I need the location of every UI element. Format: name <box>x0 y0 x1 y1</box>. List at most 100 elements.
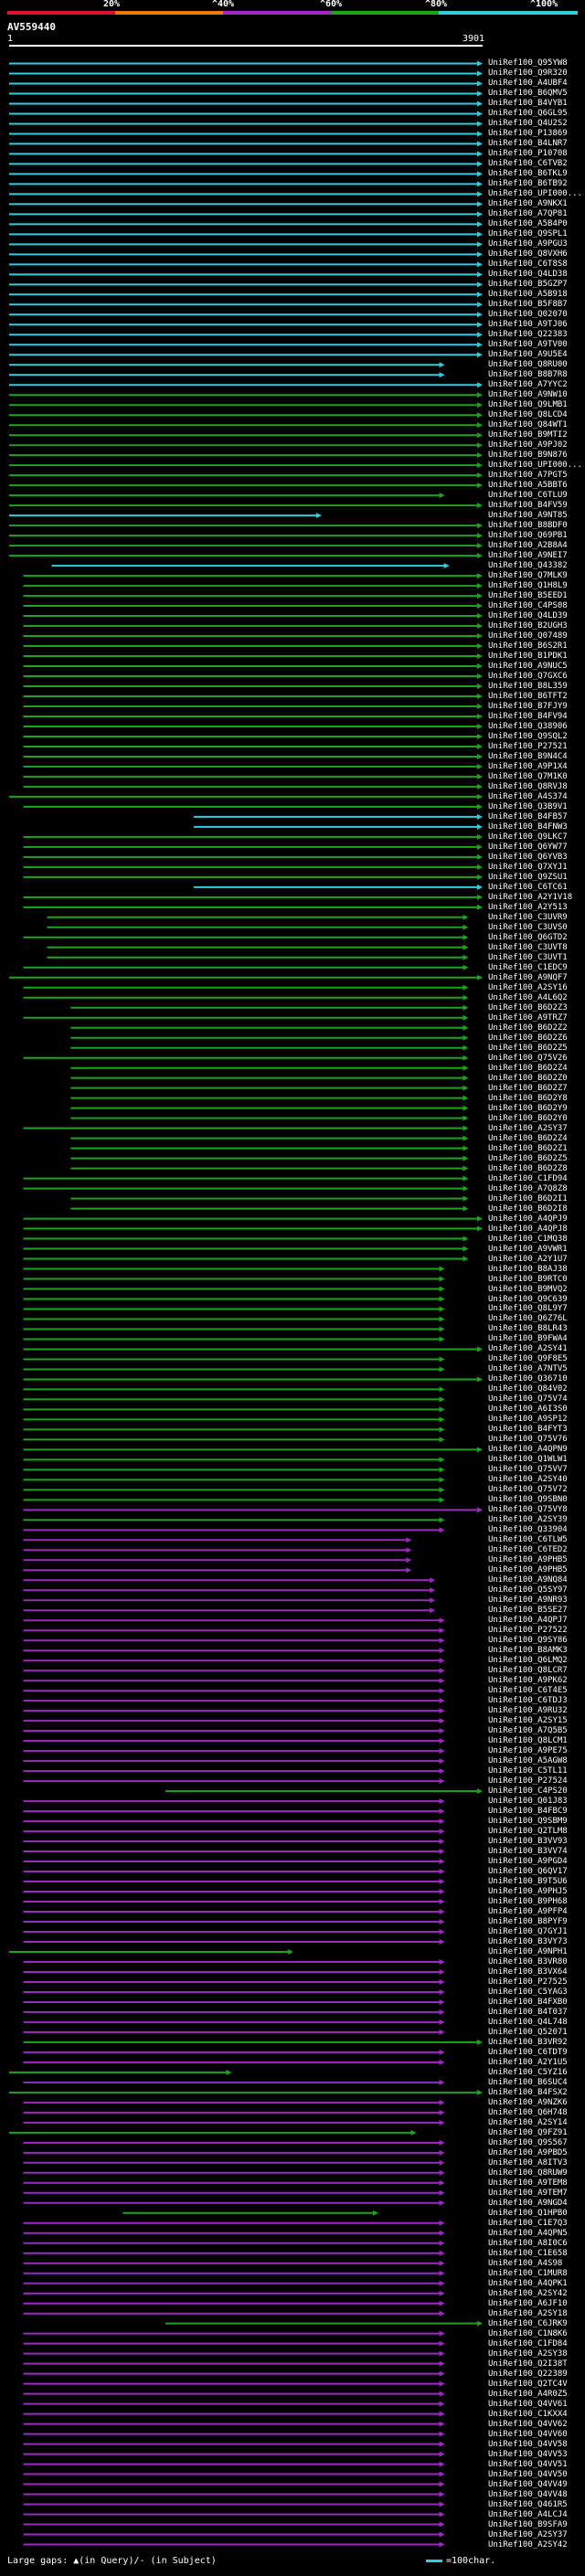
hit-label[interactable]: UniRef100_A2B8A4 <box>488 541 568 551</box>
hit-label[interactable]: UniRef100_Q8RUW9 <box>488 2168 568 2178</box>
hit-label[interactable]: UniRef100_Q69PB1 <box>488 531 568 541</box>
hit-label[interactable]: UniRef100_A9SP12 <box>488 1415 568 1425</box>
hit-label[interactable]: UniRef100_B6D2Z1 <box>488 1143 568 1153</box>
hit-label[interactable]: UniRef100_B6TB92 <box>488 179 568 189</box>
hit-label[interactable]: UniRef100_B5F8B7 <box>488 300 568 310</box>
hit-label[interactable]: UniRef100_A9NGD4 <box>488 2198 568 2208</box>
hit-label[interactable]: UniRef100_A9PHB5 <box>488 1555 568 1565</box>
hit-label[interactable]: UniRef100_B9PH68 <box>488 1897 568 1907</box>
hit-label[interactable]: UniRef100_A2Y513 <box>488 902 568 912</box>
hit-label[interactable]: UniRef100_B4FB57 <box>488 811 568 822</box>
hit-label[interactable]: UniRef100_B4FYT3 <box>488 1425 568 1435</box>
hit-label[interactable]: UniRef100_B3VR92 <box>488 2037 568 2047</box>
hit-label[interactable]: UniRef100_B4FSX2 <box>488 2087 568 2097</box>
hit-label[interactable]: UniRef100_Q1WLW1 <box>488 1455 568 1465</box>
hit-label[interactable]: UniRef100_B9SFA9 <box>488 2519 568 2529</box>
hit-label[interactable]: UniRef100_B6D2Z6 <box>488 1033 568 1043</box>
hit-label[interactable]: UniRef100_B6D2Z0 <box>488 1073 568 1083</box>
hit-label[interactable]: UniRef100_A6JF10 <box>488 2298 568 2308</box>
hit-label[interactable]: UniRef100_Q01J83 <box>488 1797 568 1807</box>
hit-label[interactable]: UniRef100_C1N8K6 <box>488 2328 568 2338</box>
hit-label[interactable]: UniRef100_C3UVR9 <box>488 912 568 922</box>
hit-label[interactable]: UniRef100_B6D2Z8 <box>488 1163 568 1173</box>
hit-label[interactable]: UniRef100_Q9S567 <box>488 2137 568 2147</box>
hit-label[interactable]: UniRef100_Q8LCM1 <box>488 1736 568 1746</box>
hit-label[interactable]: UniRef100_A2SY37 <box>488 1123 568 1133</box>
hit-label[interactable]: UniRef100_B6QMV5 <box>488 89 568 99</box>
hit-label[interactable]: UniRef100_Q02070 <box>488 310 568 320</box>
hit-label[interactable]: UniRef100_B1PDK1 <box>488 652 568 662</box>
hit-label[interactable]: UniRef100_Q6Z76L <box>488 1314 568 1324</box>
hit-label[interactable]: UniRef100_Q4L748 <box>488 2017 568 2027</box>
hit-label[interactable]: UniRef100_Q75VV7 <box>488 1465 568 1475</box>
hit-label[interactable]: UniRef100_B6TFT2 <box>488 691 568 701</box>
hit-label[interactable]: UniRef100_C1FD84 <box>488 2338 568 2348</box>
hit-label[interactable]: UniRef100_A9PHB5 <box>488 1565 568 1575</box>
hit-label[interactable]: UniRef100_A6I3S0 <box>488 1405 568 1415</box>
hit-label[interactable]: UniRef100_P27521 <box>488 741 568 751</box>
hit-label[interactable]: UniRef100_Q4VV53 <box>488 2449 568 2459</box>
hit-label[interactable]: UniRef100_C6TLW5 <box>488 1535 568 1545</box>
hit-label[interactable]: UniRef100_Q38906 <box>488 721 568 731</box>
hit-label[interactable]: UniRef100_A5B918 <box>488 290 568 300</box>
hit-label[interactable]: UniRef100_B4LNR7 <box>488 139 568 149</box>
hit-label[interactable]: UniRef100_Q6GL95 <box>488 109 568 119</box>
hit-label[interactable]: UniRef100_A9TEM8 <box>488 2178 568 2188</box>
hit-label[interactable]: UniRef100_A4QPK1 <box>488 2278 568 2288</box>
hit-label[interactable]: UniRef100_C6TED2 <box>488 1545 568 1555</box>
hit-label[interactable]: UniRef100_Q4VV49 <box>488 2479 568 2489</box>
hit-label[interactable]: UniRef100_Q43382 <box>488 561 568 571</box>
hit-label[interactable]: UniRef100_A9RU32 <box>488 1706 568 1716</box>
hit-label[interactable]: UniRef100_A2SY42 <box>488 2288 568 2298</box>
hit-label[interactable]: UniRef100_C6TDT9 <box>488 2047 568 2057</box>
hit-label[interactable]: UniRef100_B6D2Y0 <box>488 1113 568 1123</box>
hit-label[interactable]: UniRef100_Q22389 <box>488 2369 568 2379</box>
hit-label[interactable]: UniRef100_A9NZK6 <box>488 2097 568 2107</box>
hit-label[interactable]: UniRef100_A4QPJ7 <box>488 1616 568 1626</box>
hit-label[interactable]: UniRef100_B9FWA4 <box>488 1334 568 1344</box>
hit-label[interactable]: UniRef100_C6TVB2 <box>488 159 568 169</box>
hit-label[interactable]: UniRef100_Q1HPB0 <box>488 2208 568 2218</box>
hit-label[interactable]: UniRef100_C1EDC9 <box>488 962 568 972</box>
hit-label[interactable]: UniRef100_B7FJY9 <box>488 701 568 711</box>
hit-label[interactable]: UniRef100_A2SY18 <box>488 2308 568 2318</box>
hit-label[interactable]: UniRef100_Q5SY97 <box>488 1585 568 1595</box>
hit-label[interactable]: UniRef100_C6TLU9 <box>488 491 568 501</box>
hit-label[interactable]: UniRef100_P27522 <box>488 1626 568 1636</box>
hit-label[interactable]: UniRef100_A2SY15 <box>488 1716 568 1726</box>
hit-label[interactable]: UniRef100_C1KXX4 <box>488 2409 568 2419</box>
hit-label[interactable]: UniRef100_C3UVT1 <box>488 952 568 962</box>
hit-label[interactable]: UniRef100_A7Q5B5 <box>488 1726 568 1736</box>
hit-label[interactable]: UniRef100_Q75V74 <box>488 1394 568 1405</box>
hit-label[interactable]: UniRef100_Q4VV58 <box>488 2439 568 2449</box>
hit-label[interactable]: UniRef100_Q9SQL2 <box>488 731 568 741</box>
hit-label[interactable]: UniRef100_P10708 <box>488 149 568 159</box>
hit-label[interactable]: UniRef100_B3VV74 <box>488 1847 568 1857</box>
hit-label[interactable]: UniRef100_Q9LMB1 <box>488 400 568 410</box>
hit-label[interactable]: UniRef100_A2SY16 <box>488 982 568 992</box>
hit-label[interactable]: UniRef100_UPI000... <box>488 461 582 471</box>
hit-label[interactable]: UniRef100_A2Y1V18 <box>488 892 573 902</box>
hit-label[interactable]: UniRef100_Q461R5 <box>488 2499 568 2509</box>
hit-label[interactable]: UniRef100_A7NTV5 <box>488 1364 568 1374</box>
hit-label[interactable]: UniRef100_Q4VV62 <box>488 2419 568 2429</box>
hit-label[interactable]: UniRef100_A4QPJ9 <box>488 1214 568 1224</box>
hit-label[interactable]: UniRef100_Q4VV48 <box>488 2489 568 2499</box>
hit-label[interactable]: UniRef100_Q8VXH6 <box>488 249 568 260</box>
hit-label[interactable]: UniRef100_B4VYB1 <box>488 99 568 109</box>
hit-label[interactable]: UniRef100_C6TDJ3 <box>488 1696 568 1706</box>
hit-label[interactable]: UniRef100_A2SY14 <box>488 2117 568 2127</box>
hit-label[interactable]: UniRef100_B8L359 <box>488 681 568 691</box>
hit-label[interactable]: UniRef100_Q7M1K0 <box>488 771 568 781</box>
hit-label[interactable]: UniRef100_A4R0Z5 <box>488 2389 568 2399</box>
hit-label[interactable]: UniRef100_C1E658 <box>488 2248 568 2258</box>
hit-label[interactable]: UniRef100_P27525 <box>488 1977 568 1987</box>
hit-label[interactable]: UniRef100_Q8LCD4 <box>488 410 568 420</box>
hit-label[interactable]: UniRef100_A4S98 <box>488 2258 563 2268</box>
hit-label[interactable]: UniRef100_B9N876 <box>488 451 568 461</box>
hit-label[interactable]: UniRef100_B6D2Z2 <box>488 1023 568 1033</box>
hit-label[interactable]: UniRef100_B9RTC0 <box>488 1274 568 1284</box>
hit-label[interactable]: UniRef100_A5B4P0 <box>488 219 568 229</box>
hit-label[interactable]: UniRef100_UPI000... <box>488 189 582 199</box>
hit-label[interactable]: UniRef100_C3UVT8 <box>488 942 568 952</box>
